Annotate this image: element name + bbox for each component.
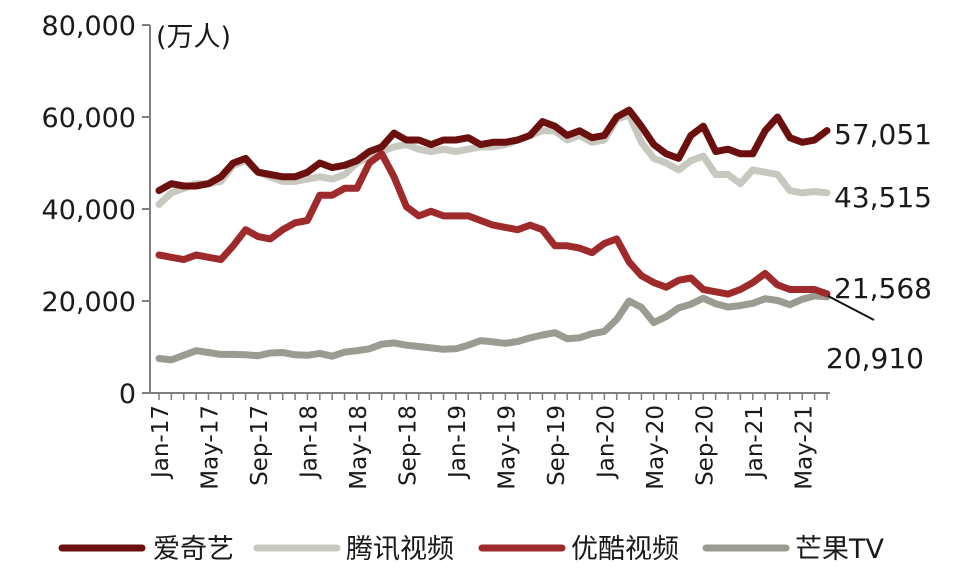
end-label-mango: 20,910 bbox=[826, 342, 924, 375]
series-layer bbox=[155, 106, 831, 364]
legend-label-mango: 芒果TV bbox=[795, 534, 884, 565]
end-label-iqiyi: 57,051 bbox=[834, 118, 932, 151]
x-tick-marks: Jan-17 May-17 Sep-17 Jan-18 May-18 Sep-18 Jan-… bbox=[148, 393, 828, 490]
x-tick-label: May-17 bbox=[197, 405, 223, 490]
series-line-mango bbox=[155, 292, 831, 364]
series-line-tencent bbox=[155, 111, 831, 208]
x-tick-label: May-20 bbox=[643, 405, 669, 490]
x-tick-label: Sep-17 bbox=[247, 405, 273, 486]
x-tick-label: Jan-17 bbox=[148, 405, 174, 480]
y-tick-label: 40,000 bbox=[42, 195, 136, 226]
x-tick-label: Jan-18 bbox=[296, 405, 322, 480]
y-tick-label: 0 bbox=[119, 379, 136, 410]
x-tick-label: Sep-19 bbox=[544, 405, 570, 486]
y-tick-marks: 80,000 60,000 40,000 20,000 0 bbox=[42, 11, 150, 410]
legend-label-iqiyi: 爱奇艺 bbox=[153, 534, 234, 565]
end-label-youku: 21,568 bbox=[834, 272, 932, 305]
x-tick-label: Sep-20 bbox=[692, 405, 718, 486]
series-line-iqiyi bbox=[155, 106, 831, 195]
legend-label-tencent: 腾讯视频 bbox=[346, 534, 454, 565]
end-label-tencent: 43,515 bbox=[834, 181, 932, 214]
x-tick-label: Jan-21 bbox=[742, 405, 768, 480]
mango-leader-line bbox=[827, 295, 875, 321]
x-tick-label: Sep-18 bbox=[395, 405, 421, 486]
x-tick-label: May-19 bbox=[494, 405, 520, 490]
series-line-youku bbox=[155, 150, 831, 298]
legend: 爱奇艺 腾讯视频 优酷视频 芒果TV bbox=[58, 534, 884, 565]
y-tick-label: 20,000 bbox=[42, 287, 136, 318]
x-tick-label: May-18 bbox=[346, 405, 372, 490]
x-tick-label: Jan-20 bbox=[593, 405, 619, 480]
y-tick-label: 60,000 bbox=[42, 103, 136, 134]
x-tick-label: May-21 bbox=[791, 405, 817, 490]
unit-label: (万人) bbox=[156, 22, 231, 53]
legend-label-youku: 优酷视频 bbox=[571, 534, 679, 565]
y-axis: 80,000 60,000 40,000 20,000 0 bbox=[42, 11, 151, 410]
x-tick-label: Jan-19 bbox=[445, 405, 471, 480]
y-tick-label: 80,000 bbox=[42, 11, 136, 42]
